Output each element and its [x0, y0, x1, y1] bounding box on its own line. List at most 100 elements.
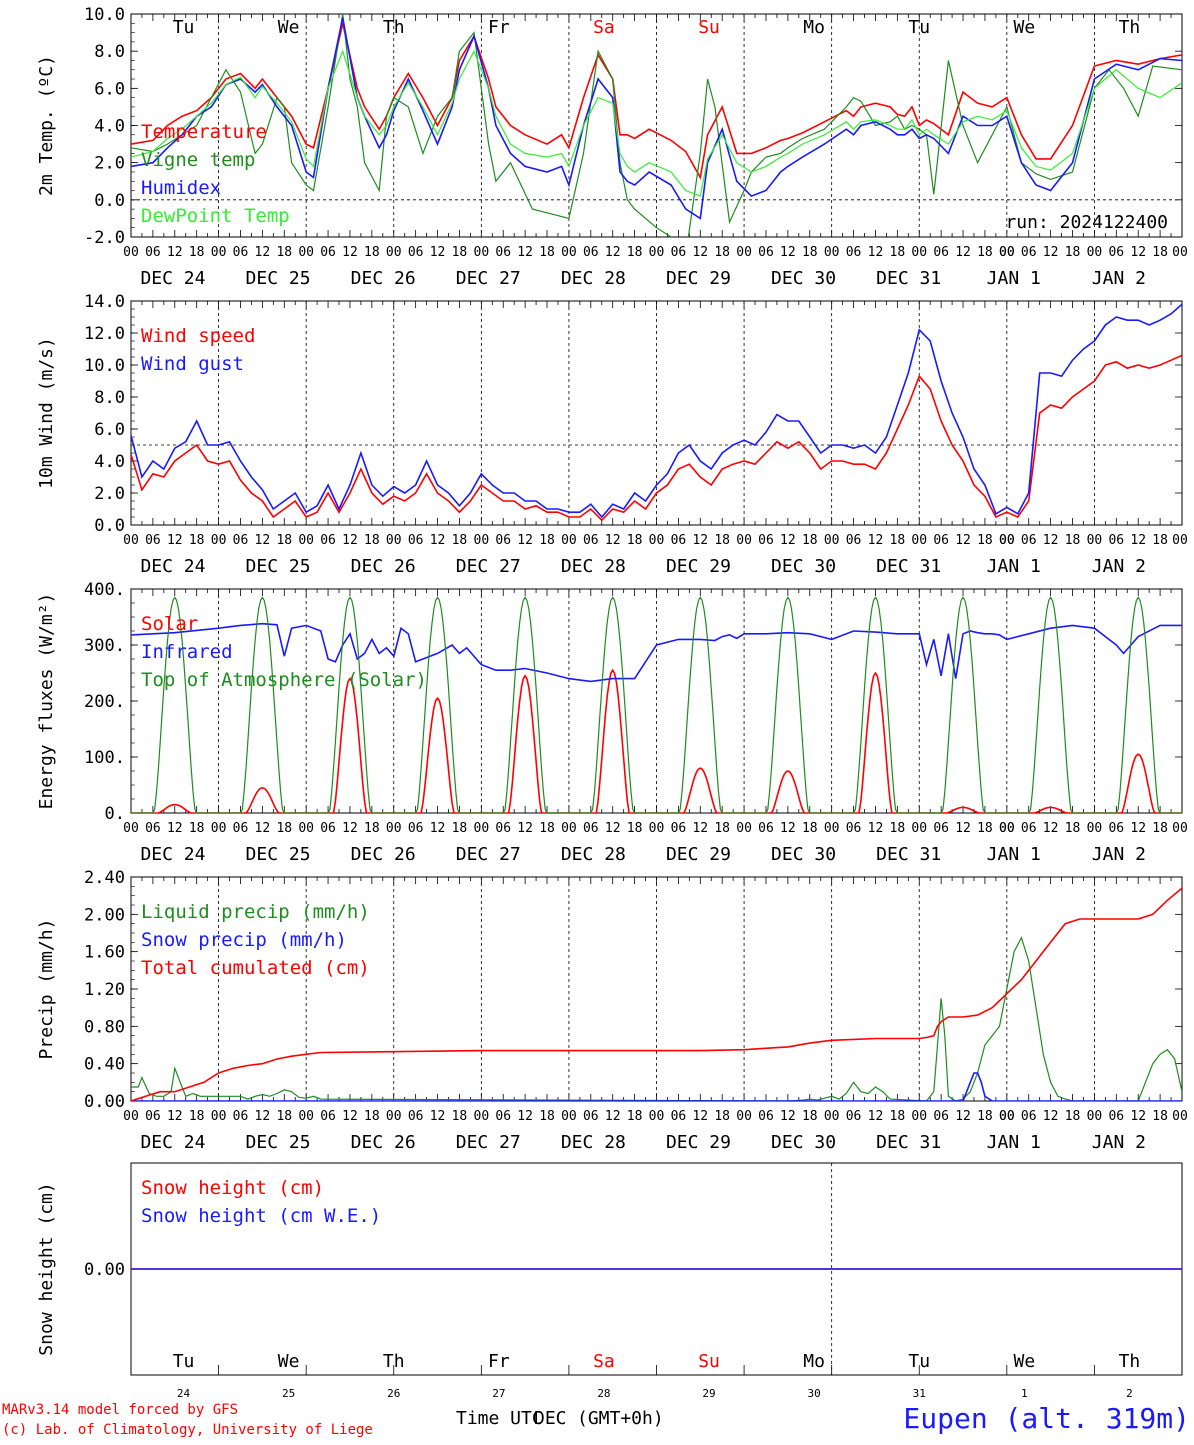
x-hour-label: 12 — [255, 1109, 271, 1124]
x-hour-label: 00 — [386, 245, 402, 260]
x-hour-label: 00 — [123, 533, 139, 548]
legend-entry: Solar — [141, 613, 198, 635]
x-hour-label: 18 — [189, 1109, 205, 1124]
y-axis-title: Precip (mm/h) — [36, 919, 57, 1060]
x-hour-label: 18 — [189, 245, 205, 260]
x-hour-label: 00 — [736, 1109, 752, 1124]
x-hour-label: 00 — [1087, 821, 1103, 836]
x-hour-label: 06 — [1108, 821, 1124, 836]
series-line-dewpoint-temp — [131, 49, 1182, 197]
x-hour-label: 00 — [999, 245, 1015, 260]
y-tick-label: 1.60 — [84, 943, 125, 963]
x-hour-label: 18 — [802, 245, 818, 260]
series-line-vigne-temp — [131, 14, 1182, 237]
x-hour-label: 00 — [386, 533, 402, 548]
x-hour-label: 06 — [1108, 1109, 1124, 1124]
x-hour-label: 00 — [999, 821, 1015, 836]
x-hour-label: 06 — [495, 533, 511, 548]
x-hour-label: 06 — [583, 245, 599, 260]
day-number-label: 27 — [492, 1387, 505, 1400]
y-tick-label: 200. — [84, 692, 125, 712]
day-abbr-label: We — [278, 1351, 300, 1372]
plot-area — [131, 596, 1182, 813]
y-axis-title: 10m Wind (m/s) — [36, 337, 57, 489]
x-hour-label: 12 — [255, 821, 271, 836]
series-line-liquid-precip-mm-h- — [131, 936, 1182, 1101]
x-hour-label: 00 — [1087, 533, 1103, 548]
x-date-label: DEC 24 — [140, 1132, 205, 1153]
credit-line-1: MARv3.14 model forced by GFS — [2, 1402, 238, 1418]
x-hour-label: 00 — [999, 821, 1015, 836]
x-date-label: JAN 2 — [1092, 556, 1146, 577]
y-tick-label: 1.20 — [84, 980, 125, 1000]
station-name: Eupen (alt. 319m) — [903, 1402, 1190, 1435]
x-hour-label: 12 — [517, 533, 533, 548]
y-tick-label: 6.0 — [94, 420, 125, 440]
x-hour-label: 00 — [474, 533, 490, 548]
legend-entry: Temperature — [141, 121, 267, 143]
x-hour-label: 18 — [364, 245, 380, 260]
x-hour-label: 18 — [452, 821, 468, 836]
x-hour-label: 00 — [123, 245, 139, 260]
x-hour-label: 06 — [145, 1109, 161, 1124]
x-hour-label: 12 — [342, 821, 358, 836]
y-tick-label: 0.00 — [84, 1260, 125, 1280]
series-line-temperature — [131, 23, 1182, 180]
x-hour-label: 06 — [408, 245, 424, 260]
x-hour-label: 06 — [846, 533, 862, 548]
x-hour-label: 18 — [452, 533, 468, 548]
x-hour-label: 06 — [671, 821, 687, 836]
x-hour-label: 00 — [824, 821, 840, 836]
x-hour-label: 12 — [868, 1109, 884, 1124]
x-hour-label: 00 — [561, 1109, 577, 1124]
x-hour-label: 06 — [320, 245, 336, 260]
x-hour-label: 18 — [189, 533, 205, 548]
x-hour-label: 00 — [474, 1109, 490, 1124]
x-hour-label: 00 — [211, 1109, 227, 1124]
x-date-label: JAN 1 — [987, 1132, 1041, 1153]
x-hour-label: 06 — [758, 533, 774, 548]
x-hour-label: 00 — [649, 245, 665, 260]
x-date-label: DEC 31 — [876, 556, 941, 577]
x-hour-label: 18 — [627, 821, 643, 836]
x-hour-label: 12 — [167, 821, 183, 836]
series-line-infrared — [131, 622, 1182, 683]
x-hour-label: 00 — [999, 1109, 1015, 1124]
x-date-label: JAN 2 — [1092, 268, 1146, 289]
x-date-label: DEC 27 — [456, 556, 521, 577]
x-hour-label: 12 — [517, 1109, 533, 1124]
x-hour-label: 06 — [1108, 533, 1124, 548]
y-tick-label: 12.0 — [84, 324, 125, 344]
x-hour-label: 18 — [802, 1109, 818, 1124]
x-hour-label: 18 — [627, 1109, 643, 1124]
x-hour-label: 18 — [539, 533, 555, 548]
x-hour-label: 00 — [211, 821, 227, 836]
legend-entry: DewPoint Temp — [141, 205, 290, 227]
x-hour-label: 00 — [649, 533, 665, 548]
day-abbr-label: Fr — [488, 17, 510, 38]
x-hour-label: 00 — [911, 533, 927, 548]
x-hour-label: 06 — [583, 821, 599, 836]
x-hour-label: 00 — [911, 245, 927, 260]
x-hour-label: 18 — [539, 1109, 555, 1124]
x-hour-label: 18 — [1152, 821, 1168, 836]
day-number-label: 30 — [808, 1387, 821, 1400]
x-hour-label: 12 — [1130, 245, 1146, 260]
x-date-label: DEC 25 — [246, 556, 311, 577]
y-tick-label: 400. — [84, 580, 125, 600]
x-hour-label: 12 — [868, 245, 884, 260]
y-tick-label: 300. — [84, 636, 125, 656]
x-hour-label: 06 — [758, 1109, 774, 1124]
y-tick-label: 2.0 — [94, 484, 125, 504]
x-hour-label: 06 — [145, 533, 161, 548]
x-hour-label: 18 — [364, 533, 380, 548]
x-hour-label: 18 — [890, 821, 906, 836]
x-hour-label: 12 — [1043, 533, 1059, 548]
x-hour-label: 18 — [452, 245, 468, 260]
day-abbr-label: Tu — [908, 1351, 930, 1372]
x-hour-label: 18 — [1152, 1109, 1168, 1124]
x-hour-label: 06 — [233, 821, 249, 836]
day-number-label: 28 — [597, 1387, 610, 1400]
y-tick-label: 0.00 — [84, 1092, 125, 1112]
